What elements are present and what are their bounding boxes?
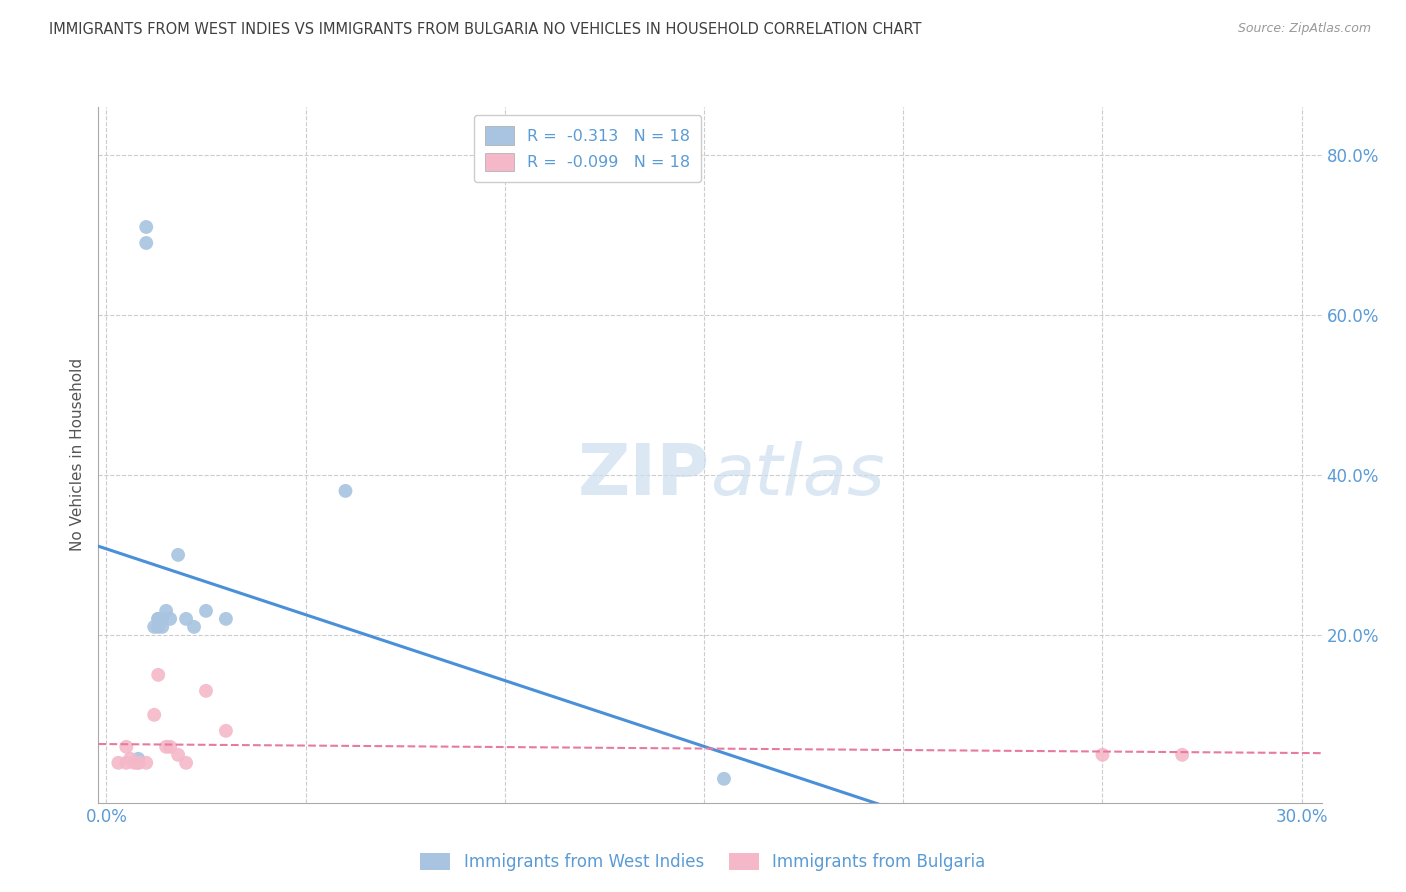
Point bbox=[335, 483, 357, 498]
Point bbox=[135, 235, 157, 250]
Point bbox=[124, 756, 146, 770]
Point bbox=[1091, 747, 1114, 762]
Legend: Immigrants from West Indies, Immigrants from Bulgaria: Immigrants from West Indies, Immigrants … bbox=[412, 845, 994, 880]
Point bbox=[107, 756, 129, 770]
Point bbox=[195, 604, 218, 618]
Point bbox=[183, 620, 205, 634]
Point bbox=[150, 620, 173, 634]
Point bbox=[159, 739, 181, 754]
Point bbox=[195, 683, 218, 698]
Point bbox=[135, 756, 157, 770]
Text: ZIP: ZIP bbox=[578, 442, 710, 510]
Text: atlas: atlas bbox=[710, 442, 884, 510]
Point bbox=[127, 756, 149, 770]
Point bbox=[148, 668, 170, 682]
Point bbox=[215, 612, 238, 626]
Point bbox=[167, 548, 190, 562]
Point bbox=[120, 752, 142, 766]
Point bbox=[713, 772, 735, 786]
Point bbox=[174, 612, 197, 626]
Point bbox=[155, 604, 177, 618]
Legend: R =  -0.313   N = 18, R =  -0.099   N = 18: R = -0.313 N = 18, R = -0.099 N = 18 bbox=[474, 115, 702, 182]
Point bbox=[115, 756, 138, 770]
Point bbox=[159, 612, 181, 626]
Point bbox=[143, 707, 166, 722]
Text: IMMIGRANTS FROM WEST INDIES VS IMMIGRANTS FROM BULGARIA NO VEHICLES IN HOUSEHOLD: IMMIGRANTS FROM WEST INDIES VS IMMIGRANT… bbox=[49, 22, 922, 37]
Point bbox=[215, 723, 238, 738]
Point bbox=[150, 612, 173, 626]
Point bbox=[127, 756, 149, 770]
Point bbox=[155, 739, 177, 754]
Point bbox=[148, 620, 170, 634]
Point bbox=[115, 739, 138, 754]
Point bbox=[174, 756, 197, 770]
Point bbox=[148, 612, 170, 626]
Point bbox=[135, 219, 157, 234]
Text: Source: ZipAtlas.com: Source: ZipAtlas.com bbox=[1237, 22, 1371, 36]
Point bbox=[127, 752, 149, 766]
Point bbox=[167, 747, 190, 762]
Point bbox=[148, 612, 170, 626]
Point bbox=[143, 620, 166, 634]
Point bbox=[1171, 747, 1194, 762]
Y-axis label: No Vehicles in Household: No Vehicles in Household bbox=[69, 359, 84, 551]
